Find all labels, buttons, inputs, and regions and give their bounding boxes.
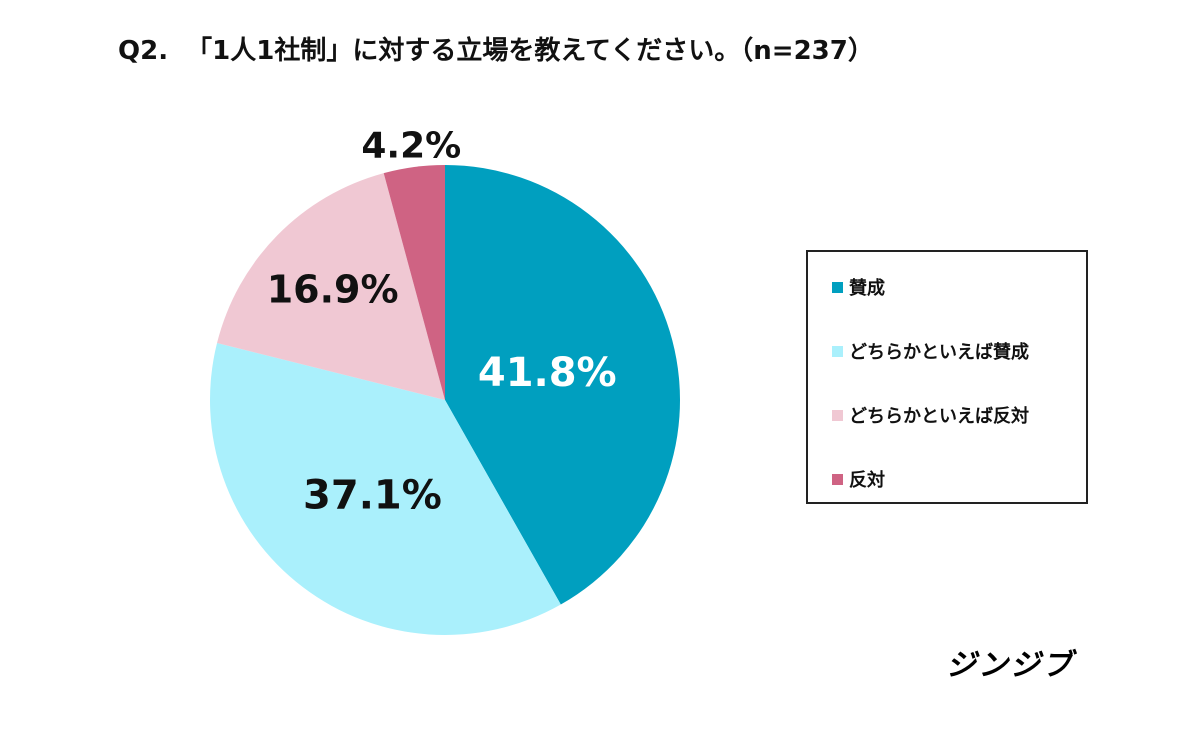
legend-label: 反対 — [849, 470, 885, 491]
legend-item-somewhat-agree: どちらかといえば賛成 — [832, 338, 1029, 364]
data-label: 37.1% — [303, 472, 442, 518]
legend-label: 賛成 — [849, 278, 885, 299]
data-label: 41.8% — [478, 350, 617, 396]
legend: 賛成 どちらかといえば賛成 どちらかといえば反対 反対 — [806, 250, 1088, 504]
legend-item-agree: 賛成 — [832, 274, 885, 300]
pie-slice — [217, 173, 445, 400]
data-label: 16.9% — [267, 268, 399, 312]
jinjib-logo: ジンジブ — [946, 648, 1074, 683]
pie-slice — [210, 342, 561, 635]
legend-swatch — [832, 345, 843, 357]
data-label: 4.2% — [361, 126, 461, 167]
legend-label: どちらかといえば反対 — [849, 406, 1029, 427]
legend-item-oppose: 反対 — [832, 466, 885, 492]
legend-item-somewhat-oppose: どちらかといえば反対 — [832, 402, 1029, 428]
legend-label: どちらかといえば賛成 — [849, 342, 1029, 363]
chart-title: Q2. 「1人1社制」に対する立場を教えてください。（n=237） — [118, 36, 874, 66]
legend-swatch — [832, 281, 843, 293]
legend-swatch — [832, 409, 843, 421]
pie-slice — [445, 165, 680, 605]
legend-swatch — [832, 473, 843, 485]
pie-slice — [383, 165, 445, 400]
